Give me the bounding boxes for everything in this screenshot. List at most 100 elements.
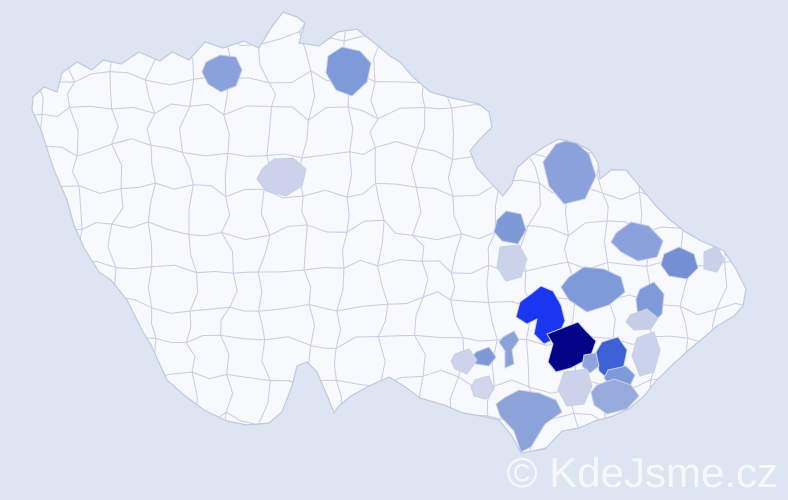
district-cell <box>715 38 746 85</box>
district-cell <box>371 12 419 38</box>
district-cell <box>752 232 788 263</box>
district-bruntal-blue <box>610 221 664 262</box>
district-cell <box>75 456 121 500</box>
district-south-light-gray <box>557 368 593 407</box>
district-cell <box>32 256 46 302</box>
district-cell <box>0 39 6 75</box>
district-cell <box>343 12 383 42</box>
district-cell <box>563 12 608 43</box>
district-cell <box>562 0 607 5</box>
district-cell <box>676 108 729 160</box>
district-cell <box>755 78 788 112</box>
district-cell <box>151 307 192 344</box>
district-cell <box>715 257 746 311</box>
district-cell <box>194 493 241 500</box>
district-cell <box>413 487 461 500</box>
district-cell <box>41 295 83 349</box>
district-cell <box>71 260 117 311</box>
district-cell <box>185 447 235 453</box>
district-zlin-ne-light <box>631 331 661 377</box>
district-cell <box>524 12 575 44</box>
district-cell <box>32 372 34 423</box>
district-cell <box>524 0 573 1</box>
district-cell <box>0 493 7 500</box>
district-cell <box>303 224 348 271</box>
district-northwest-blue <box>201 54 243 93</box>
district-cell <box>32 376 88 424</box>
district-cell <box>189 271 238 312</box>
district-cell <box>410 33 455 85</box>
district-cell <box>107 221 153 270</box>
district-svitavy-light <box>496 244 528 282</box>
district-cell <box>370 409 416 453</box>
district-cell <box>756 0 788 49</box>
district-cell <box>223 105 273 157</box>
district-cell <box>672 75 722 122</box>
district-cell <box>680 38 723 84</box>
district-cell <box>336 409 381 453</box>
district-cell <box>491 108 531 156</box>
district-cell <box>764 158 788 195</box>
district-cell <box>755 258 788 308</box>
district-cell <box>32 295 48 351</box>
district-cell <box>229 0 271 5</box>
district-cell <box>602 0 645 5</box>
district-cell <box>713 77 746 122</box>
district-cell <box>32 345 45 378</box>
district-cell <box>148 461 198 493</box>
district-cell <box>452 461 497 500</box>
district-cell <box>147 12 186 45</box>
district-cell <box>648 376 693 418</box>
district-cell <box>257 269 312 312</box>
district-cell <box>32 227 46 263</box>
district-cell <box>266 0 311 5</box>
district-steel-small <box>581 352 600 374</box>
district-cell <box>298 412 342 453</box>
district-cell <box>297 451 347 453</box>
district-cell <box>410 417 455 453</box>
district-cell <box>260 488 303 500</box>
district-cell <box>448 12 495 44</box>
district-cell <box>298 379 342 426</box>
district-cell <box>32 12 38 50</box>
district-cell <box>32 342 88 386</box>
district-cell <box>0 68 6 115</box>
district-cell <box>750 0 788 4</box>
district-cell <box>0 192 4 232</box>
district-cell <box>36 258 81 311</box>
district-cell <box>638 150 690 200</box>
district-cell <box>643 0 688 7</box>
district-cell <box>370 461 422 492</box>
district-cell <box>257 423 304 453</box>
district-cell <box>298 485 344 500</box>
district-cell <box>452 487 496 500</box>
district-cell <box>144 371 198 422</box>
district-cell <box>336 488 383 500</box>
district-cell <box>183 0 235 2</box>
district-cell <box>599 12 651 43</box>
district-cell <box>418 0 462 8</box>
district-north-blue <box>325 46 372 97</box>
district-cell <box>32 459 83 498</box>
district-cell <box>677 181 725 237</box>
district-cell <box>32 41 38 83</box>
district-cell <box>684 12 723 45</box>
district-cell <box>762 40 788 84</box>
district-cell <box>42 489 83 500</box>
district-cell <box>234 492 267 500</box>
district-cell <box>756 341 788 381</box>
district-cell <box>367 0 425 8</box>
district-cell <box>147 409 198 453</box>
district-cell <box>105 377 156 415</box>
district-cell <box>0 0 40 6</box>
district-cell <box>718 158 746 196</box>
district-cell <box>563 28 606 83</box>
district-cell <box>714 376 746 416</box>
district-cell <box>106 336 157 385</box>
district-cell <box>486 12 530 44</box>
district-prague-gray <box>256 157 307 197</box>
district-uherske-hradiste-blue <box>590 378 640 415</box>
district-cell <box>600 113 649 160</box>
